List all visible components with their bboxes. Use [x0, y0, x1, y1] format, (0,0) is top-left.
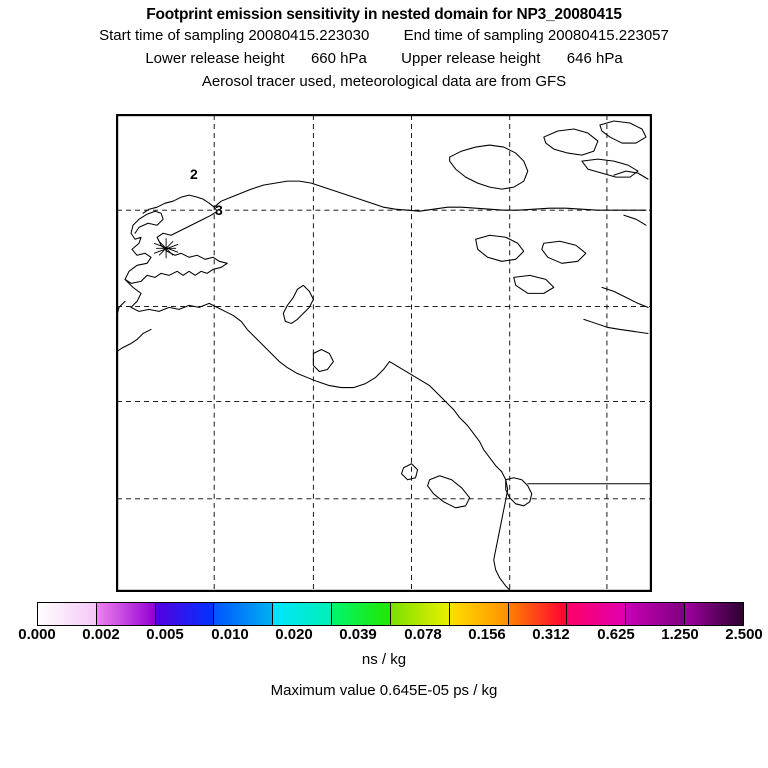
- release-height-line: Lower release height 660 hPa Upper relea…: [0, 47, 768, 70]
- colorbar-tick-3: 0.010: [211, 626, 249, 643]
- start-time-value: 20080415.223030: [248, 27, 370, 44]
- colorbar-segment-orchid-to-violet: [96, 603, 156, 625]
- colorbar-segment-orange-to-red: [508, 603, 568, 625]
- figure-header: Footprint emission sensitivity in nested…: [0, 0, 768, 93]
- colorbar-tick-2: 0.005: [146, 626, 184, 643]
- colorbar-segment-cyan-to-turquoise: [273, 603, 333, 625]
- colorbar-segment-white-to-pale-violet: [38, 603, 97, 625]
- colorbar-tick-1: 0.002: [82, 626, 120, 643]
- contour-label-2: 2: [190, 166, 198, 182]
- colorbar-tick-4: 0.020: [275, 626, 313, 643]
- colorbar-segment-green-to-yellow: [390, 603, 450, 625]
- upper-release-label: Upper release height: [401, 50, 541, 67]
- colorbar-segment-purple-to-dark-purple: [685, 603, 743, 625]
- map-plot-area: 2 3: [116, 114, 652, 592]
- colorbar-segment-blue-violet-to-blue: [155, 603, 215, 625]
- map-canvas: [117, 115, 651, 591]
- lower-release-value: 660 hPa: [310, 50, 367, 67]
- colorbar-unit-label: ns / kg: [361, 651, 407, 668]
- sampling-time-line: Start time of sampling 20080415.223030 E…: [0, 24, 768, 47]
- start-time-label: Start time of sampling: [99, 27, 245, 44]
- colorbar-tick-5: 0.039: [339, 626, 377, 643]
- colorbar-segment-spring-green: [332, 603, 391, 625]
- lower-release-label: Lower release height: [145, 50, 285, 67]
- colorbar-tick-labels: 0.000 0.002 0.005 0.010 0.020 0.039 0.078 0.156…: [0, 626, 768, 646]
- colorbar-segment-blue-to-sky: [214, 603, 274, 625]
- graticule-gridlines: [117, 115, 651, 591]
- coastline-paths: [117, 120, 651, 591]
- colorbar-segment-magenta-to-purple: [626, 603, 686, 625]
- end-time-label: End time of sampling: [403, 27, 544, 44]
- colorbar-tick-6: 0.078: [404, 626, 442, 643]
- colorbar-tick-7: 0.156: [468, 626, 506, 643]
- colorbar-segment-red-to-magenta: [567, 603, 627, 625]
- colorbar-tick-8: 0.312: [532, 626, 570, 643]
- colorbar-tick-9: 0.625: [597, 626, 635, 643]
- colorbar-tick-0: 0.000: [18, 626, 56, 643]
- map-frame: [117, 115, 651, 591]
- colorbar-container: [37, 602, 744, 626]
- upper-release-value: 646 hPa: [566, 50, 623, 67]
- colorbar-tick-10: 1.250: [661, 626, 699, 643]
- colorbar: [37, 602, 744, 626]
- release-site-star-icon: [153, 238, 179, 259]
- page-title: Footprint emission sensitivity in nested…: [146, 6, 622, 23]
- end-time-value: 20080415.223057: [547, 27, 669, 44]
- colorbar-tick-11: 2.500: [725, 626, 763, 643]
- contour-label-3: 3: [215, 202, 223, 218]
- tracer-note: Aerosol tracer used, meteorological data…: [201, 73, 567, 90]
- maximum-value-label: Maximum value 0.645E-05 ps / kg: [270, 682, 498, 699]
- colorbar-segment-yellow-to-orange: [449, 603, 509, 625]
